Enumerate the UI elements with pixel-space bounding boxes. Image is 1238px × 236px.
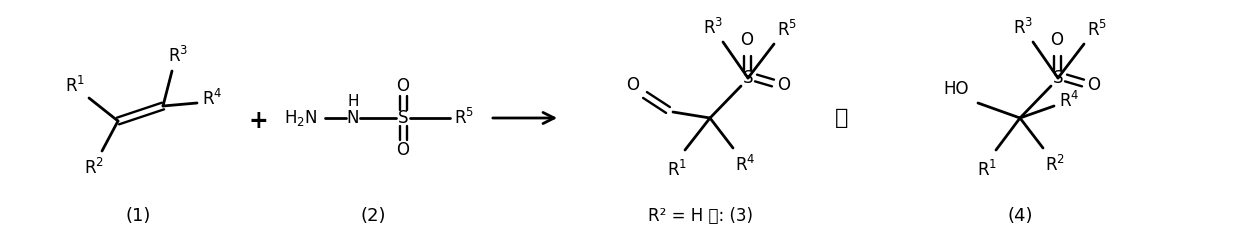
Text: $\mathregular{R^3}$: $\mathregular{R^3}$ [703, 18, 723, 38]
Text: (4): (4) [1008, 207, 1032, 225]
Text: O: O [740, 31, 754, 49]
Text: O: O [396, 77, 410, 95]
Text: O: O [396, 141, 410, 159]
Text: $\mathregular{R^4}$: $\mathregular{R^4}$ [735, 155, 755, 175]
Text: $\mathregular{R^5}$: $\mathregular{R^5}$ [454, 108, 474, 128]
Text: R² = H 时: (3): R² = H 时: (3) [647, 207, 753, 225]
Text: (1): (1) [125, 207, 151, 225]
Text: O: O [777, 76, 791, 94]
Text: $\mathregular{R^3}$: $\mathregular{R^3}$ [1013, 18, 1032, 38]
Text: 或: 或 [836, 108, 849, 128]
Text: $\mathregular{R^1}$: $\mathregular{R^1}$ [667, 160, 687, 180]
Text: $\mathregular{R^1}$: $\mathregular{R^1}$ [977, 160, 997, 180]
Text: O: O [1087, 76, 1101, 94]
Text: $\mathregular{R^5}$: $\mathregular{R^5}$ [777, 20, 797, 40]
Text: $\mathregular{R^2}$: $\mathregular{R^2}$ [1045, 155, 1065, 175]
Text: (2): (2) [360, 207, 386, 225]
Text: $\mathregular{R^4}$: $\mathregular{R^4}$ [202, 89, 222, 109]
Text: HO: HO [943, 80, 969, 98]
Text: $\mathregular{R^3}$: $\mathregular{R^3}$ [168, 46, 188, 66]
Text: +: + [248, 109, 267, 133]
Text: O: O [1051, 31, 1063, 49]
Text: H: H [347, 93, 359, 109]
Text: $\mathregular{R^2}$: $\mathregular{R^2}$ [84, 158, 104, 178]
Text: S: S [743, 69, 753, 87]
Text: $\mathregular{R^1}$: $\mathregular{R^1}$ [64, 76, 85, 96]
Text: S: S [1052, 69, 1063, 87]
Text: $\mathregular{R^5}$: $\mathregular{R^5}$ [1087, 20, 1107, 40]
Text: $\mathregular{R^4}$: $\mathregular{R^4}$ [1058, 91, 1080, 111]
Text: S: S [397, 109, 409, 127]
Text: N: N [347, 109, 359, 127]
Text: $\mathregular{H_2N}$: $\mathregular{H_2N}$ [285, 108, 318, 128]
Text: O: O [626, 76, 640, 94]
